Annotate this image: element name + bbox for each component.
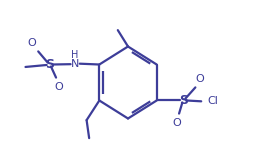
Text: O: O xyxy=(173,118,182,128)
Text: Cl: Cl xyxy=(207,96,218,106)
Text: S: S xyxy=(179,94,188,107)
Text: N: N xyxy=(71,59,79,69)
Text: O: O xyxy=(27,38,36,48)
Text: S: S xyxy=(45,58,54,71)
Text: O: O xyxy=(54,82,63,92)
Text: O: O xyxy=(196,74,204,84)
Text: H: H xyxy=(71,50,79,60)
